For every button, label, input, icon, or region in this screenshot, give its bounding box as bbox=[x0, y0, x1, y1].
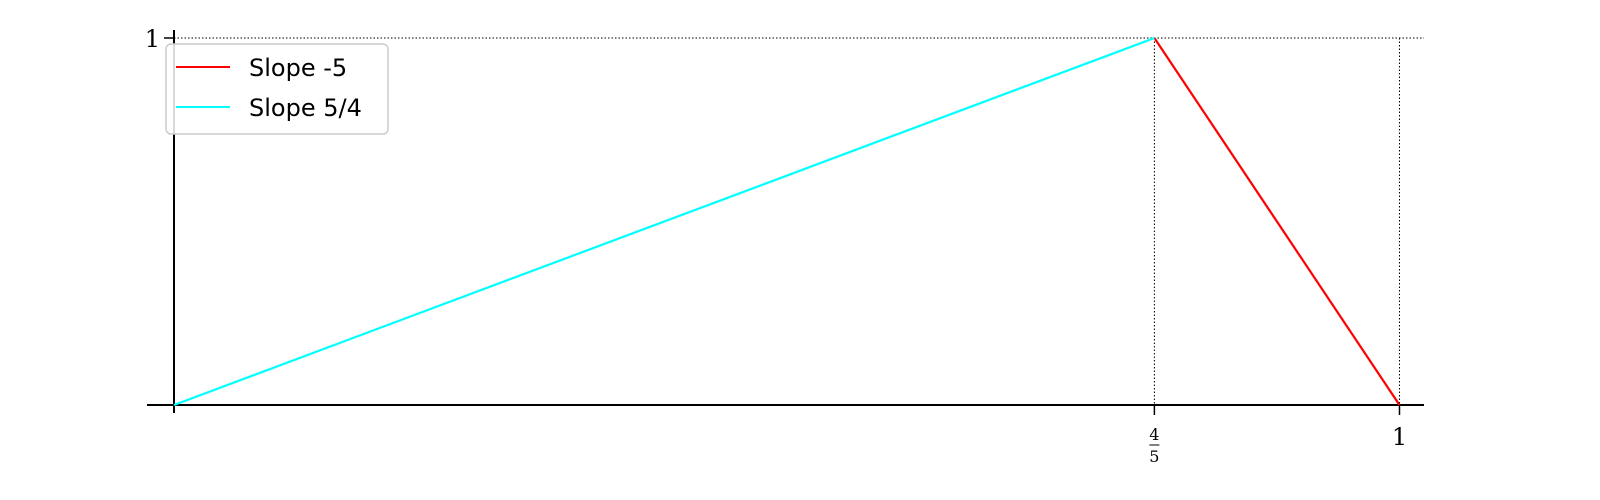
ticks: 4 5 1 1 bbox=[145, 25, 1407, 466]
series-lines bbox=[173, 36, 1401, 407]
reference-lines bbox=[174, 37, 1424, 405]
legend: Slope -5 Slope 5/4 bbox=[165, 43, 389, 135]
x-tick-label-1: 1 bbox=[1392, 423, 1407, 451]
series-line-1 bbox=[173, 36, 1155, 407]
legend-label-slope-5-4: Slope 5/4 bbox=[249, 94, 362, 122]
y-tick-label-0: 1 bbox=[145, 25, 160, 53]
series-line-0 bbox=[1153, 37, 1401, 406]
legend-label-slope-minus-5: Slope -5 bbox=[249, 54, 347, 82]
x-tick-label-numerator-0: 4 bbox=[1149, 425, 1159, 444]
x-tick-label-denominator-0: 5 bbox=[1149, 447, 1159, 466]
